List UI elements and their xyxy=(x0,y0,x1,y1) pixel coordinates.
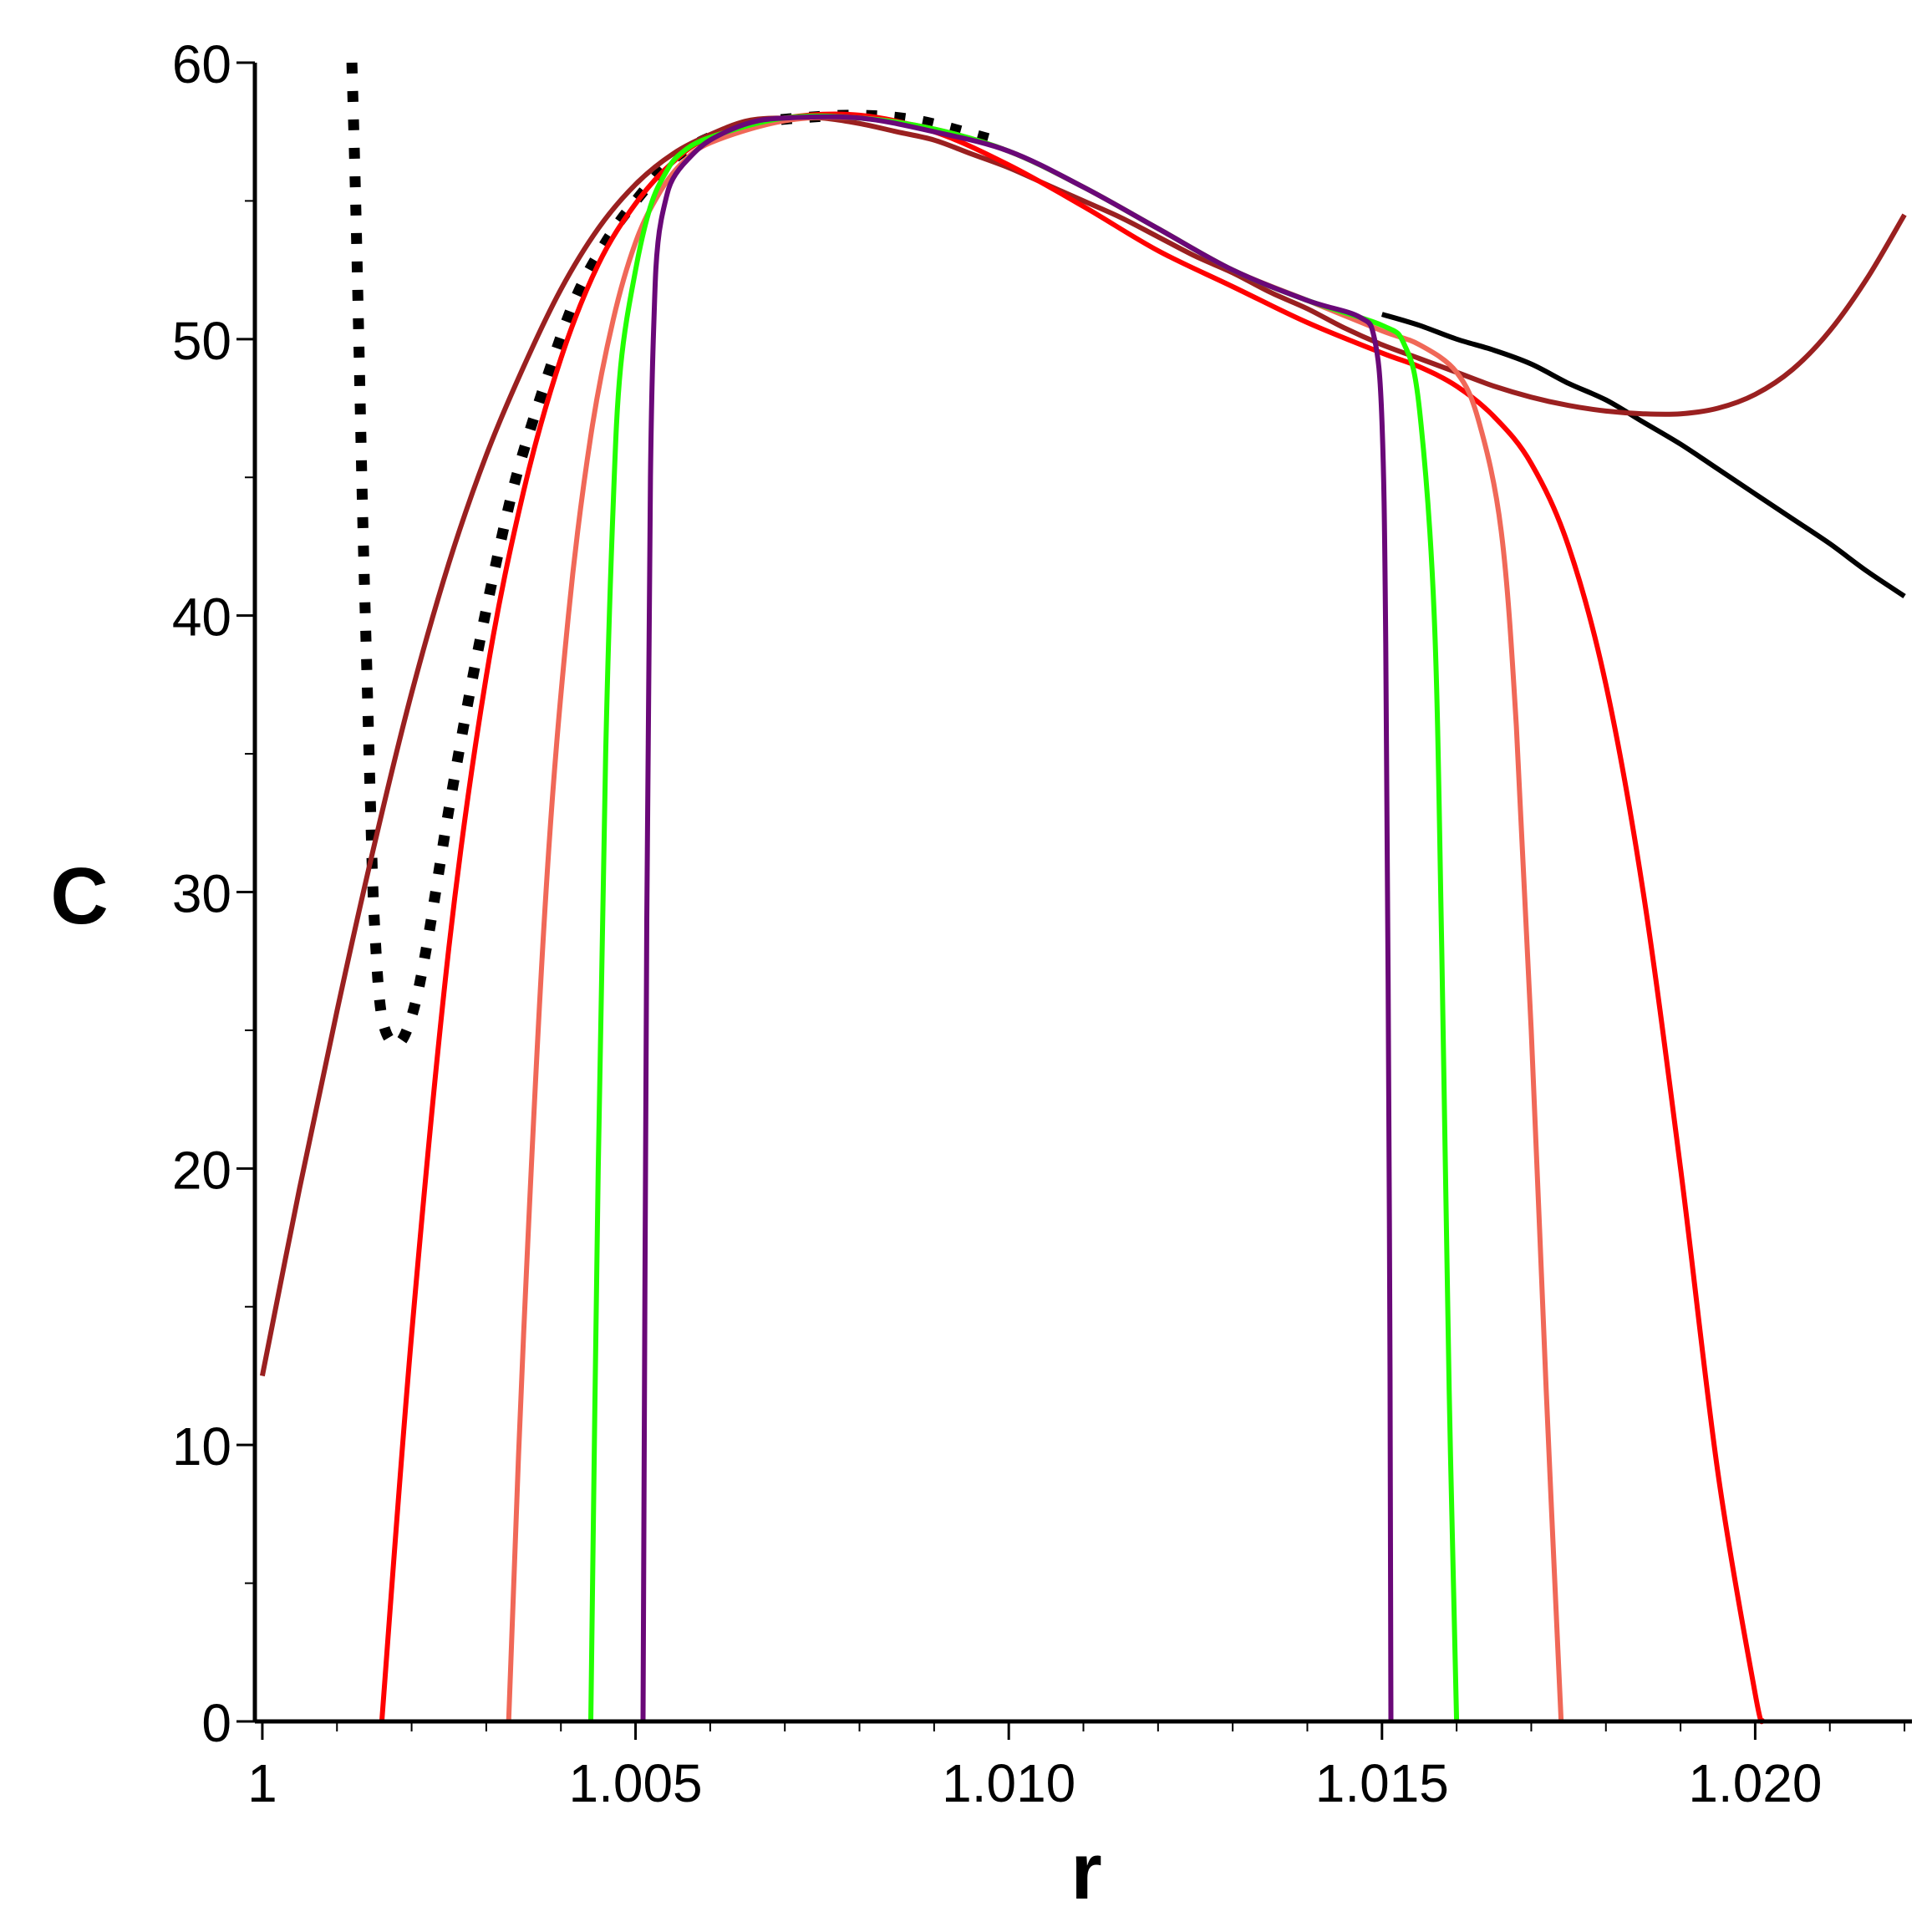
y-tick-label: 50 xyxy=(172,311,231,371)
series-black-reference xyxy=(1380,312,1906,598)
y-tick-label: 30 xyxy=(172,864,231,924)
x-tick-label: 1.005 xyxy=(568,1753,702,1813)
y-tick-label: 20 xyxy=(172,1140,231,1200)
x-tick-label: 1.020 xyxy=(1688,1753,1822,1813)
series-brown xyxy=(259,114,1907,1377)
y-tick-label: 40 xyxy=(172,587,231,648)
y-tick-label: 0 xyxy=(201,1693,231,1753)
series-salmon xyxy=(506,114,1564,1722)
y-tick-label: 60 xyxy=(172,34,231,94)
series-red xyxy=(379,111,1766,1725)
y-axis-title: C xyxy=(50,852,108,941)
x-tick-label: 1 xyxy=(247,1753,277,1813)
x-tick-label: 1.010 xyxy=(942,1753,1075,1813)
series-black-dotted xyxy=(346,62,995,1050)
series-green xyxy=(588,113,1460,1722)
series-purple xyxy=(640,114,1394,1722)
axes xyxy=(252,63,1912,1724)
y-tick-label: 10 xyxy=(172,1416,231,1477)
series-layer xyxy=(259,62,1907,1725)
x-axis-title: r xyxy=(1070,1827,1101,1916)
ticks: 1 1.005 1.010 1.015 1.020 0 10 20 30 40 50 60 xyxy=(172,34,1906,1813)
x-tick-label: 1.015 xyxy=(1315,1753,1449,1813)
